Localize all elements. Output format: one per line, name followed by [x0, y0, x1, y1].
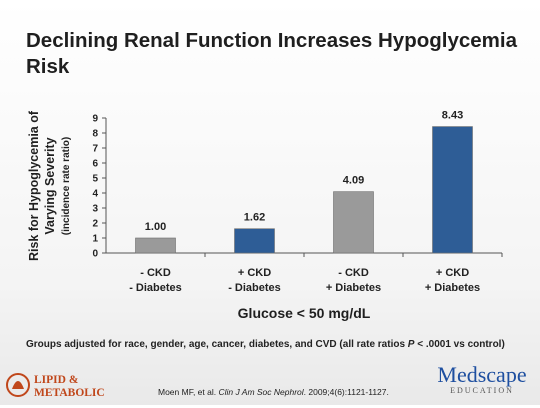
- logo-left-line1: LIPID &: [34, 374, 79, 386]
- y-axis-title-line1: Risk for Hypoglycemia of: [27, 110, 41, 261]
- x-category-label: + Diabetes: [326, 282, 381, 294]
- x-category-label: - Diabetes: [228, 282, 281, 294]
- y-tick-label: 2: [92, 219, 98, 230]
- citation: Moen MF, et al. Clin J Am Soc Nephrol. 2…: [158, 387, 389, 397]
- medscape-wordmark: Medscape: [437, 362, 527, 387]
- footnote: Groups adjusted for race, gender, age, c…: [26, 338, 526, 351]
- y-tick-label: 5: [92, 174, 98, 185]
- y-tick-label: 7: [92, 144, 98, 155]
- bar-value-label: 4.09: [343, 175, 364, 187]
- footnote-prefix: Groups adjusted for race, gender, age, c…: [26, 339, 408, 350]
- footnote-suffix: < .0001 vs control): [414, 339, 505, 350]
- footnote-p: P: [407, 339, 415, 350]
- medscape-logo: Medscape EDUCATION: [428, 364, 536, 396]
- medscape-education: EDUCATION: [450, 386, 514, 395]
- bar-value-label: 1.62: [244, 212, 265, 224]
- bar-value-label: 8.43: [442, 110, 463, 122]
- logo-left-line2: METABOLIC: [34, 387, 105, 399]
- y-tick-label: 1: [92, 234, 98, 245]
- y-tick-label: 9: [92, 114, 98, 125]
- y-tick-label: 3: [92, 204, 98, 215]
- x-category-label: + Diabetes: [425, 282, 480, 294]
- citation-authors: Moen MF, et al.: [158, 387, 219, 397]
- bar: [432, 126, 473, 254]
- x-category-label: + CKD: [238, 267, 271, 279]
- bar: [135, 237, 176, 254]
- y-axis-title-line2: Varying Severity: [43, 137, 57, 234]
- y-tick-label: 4: [92, 189, 98, 200]
- x-category-label: - CKD: [338, 267, 369, 279]
- y-axis-subtitle: (incidence rate ratio): [61, 137, 72, 235]
- y-tick-label: 8: [92, 129, 98, 140]
- x-category-label: - Diabetes: [129, 282, 182, 294]
- bar-value-label: 1.00: [145, 221, 166, 233]
- y-tick-label: 6: [92, 159, 98, 170]
- page-title: Declining Renal Function Increases Hypog…: [26, 29, 517, 78]
- bar: [333, 191, 374, 254]
- x-axis-title: Glucose < 50 mg/dL: [238, 305, 371, 321]
- citation-details: . 2009;4(6):1121-1127.: [303, 387, 389, 397]
- x-category-label: + CKD: [436, 267, 469, 279]
- bar: [234, 228, 275, 254]
- y-tick-label: 0: [92, 249, 98, 260]
- x-category-label: - CKD: [140, 267, 171, 279]
- logo-emblem-icon: [6, 373, 30, 397]
- lipid-metabolic-logo: LIPID & METABOLIC: [4, 367, 124, 408]
- citation-journal: Clin J Am Soc Nephrol: [218, 387, 304, 397]
